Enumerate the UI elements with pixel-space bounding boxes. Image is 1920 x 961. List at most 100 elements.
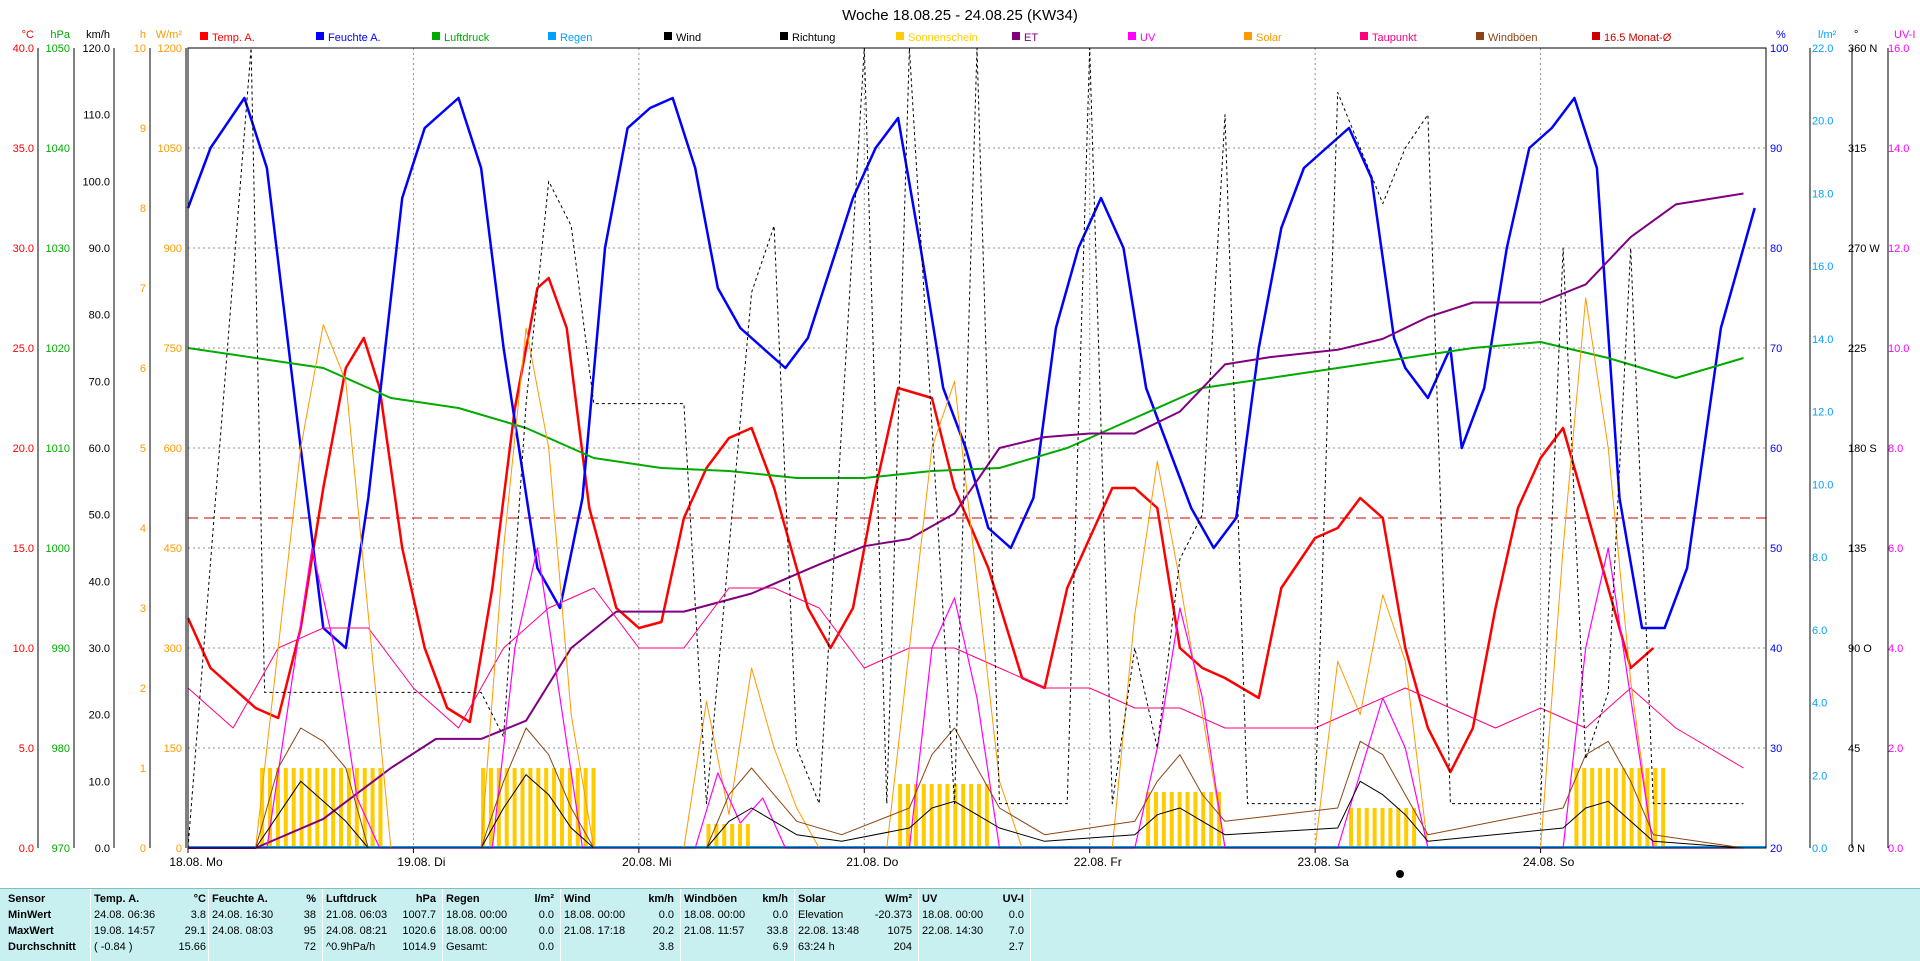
sunshine-bar: [504, 768, 509, 848]
legend-swatch: [1592, 32, 1600, 40]
stats-header-pressure: Luftdruck: [326, 893, 377, 905]
axis-tick-wind: 100.0: [82, 176, 110, 188]
axis-tick-wind: 10.0: [89, 776, 110, 788]
sunshine-bar: [937, 784, 942, 848]
stats-unit-humidity: %: [306, 893, 316, 905]
legend-label: Feuchte A.: [328, 32, 381, 44]
sunshine-bar: [307, 768, 312, 848]
axis-tick-pressure: 980: [52, 743, 70, 755]
axis-tick-rain: 8.0: [1812, 552, 1827, 564]
axis-tick-sunshine: 2: [140, 683, 146, 695]
stats-col-wind: Wind km/h 18.08. 00:00 0.0 21.08. 17:18 20.…: [564, 891, 674, 961]
sunshine-bar: [1161, 792, 1166, 848]
stats-header-wind: Wind: [564, 893, 591, 905]
stats-unit-pressure: hPa: [415, 893, 436, 905]
sunshine-bar: [1574, 768, 1579, 848]
x-tick-label: 23.08. Sa: [1297, 855, 1349, 869]
sunshine-bar: [898, 784, 903, 848]
sunshine-bar: [1177, 792, 1182, 848]
series-line-feuchte-a-: [186, 96, 1756, 650]
axis-tick-temp: 5.0: [19, 743, 34, 755]
legend-label: Richtung: [792, 32, 835, 44]
stats-col-humidity: Feuchte A.% 24.08. 16:30 38 24.08. 08:03 9…: [212, 891, 316, 961]
axis-tick-pressure: 990: [52, 643, 70, 655]
sunshine-bar: [552, 768, 557, 848]
series-line-richtung: [187, 47, 1744, 849]
axis-tick-solar: 300: [164, 643, 182, 655]
uv-avg-value: 2.7: [1008, 941, 1024, 953]
legend-label: Windböen: [1488, 32, 1538, 44]
sunshine-bar: [1169, 792, 1174, 848]
axis-tick-pressure: 1010: [46, 443, 70, 455]
stats-col-labels: Sensor MinWert MaxWert Durchschnitt: [8, 891, 88, 961]
stats-unit-uv: UV-I: [1002, 893, 1024, 905]
axis-tick-wind: 120.0: [82, 43, 110, 55]
axis-tick-temp: 25.0: [13, 343, 34, 355]
temp-max-value: 29.1: [184, 925, 206, 937]
axis-tick-wind: 20.0: [89, 710, 110, 722]
rain-min-time: 18.08. 00:00: [446, 909, 508, 921]
axis-tick-direction: 0 N: [1848, 843, 1865, 855]
sunshine-bar: [961, 784, 966, 848]
sunshine-bar: [1364, 808, 1369, 848]
axis-tick-uv: 14.0: [1888, 143, 1909, 155]
sunshine-bar: [488, 768, 493, 848]
sunshine-bar: [1146, 792, 1151, 848]
temp-avg-value: 15.66: [178, 941, 206, 953]
legend-swatch: [1476, 32, 1484, 40]
axis-tick-sunshine: 5: [140, 443, 146, 455]
sunshine-bar: [921, 784, 926, 848]
uv-min-value: 0.0: [1008, 909, 1024, 921]
legend-label: Wind: [676, 32, 701, 44]
press-min-value: 1007.7: [402, 909, 436, 921]
legend: Temp. A. Feuchte A. Luftdruck Regen Wind Rich…: [200, 32, 1672, 44]
axis-tick-rain: 12.0: [1812, 407, 1833, 419]
wind-max-time: 21.08. 17:18: [564, 925, 626, 937]
sunshine-bar: [722, 824, 727, 848]
sunshine-bar: [1185, 792, 1190, 848]
axis-tick-solar: 450: [164, 543, 182, 555]
sunshine-bar: [1637, 768, 1642, 848]
axis-tick-solar: 1050: [158, 143, 182, 155]
solar-avg-value: 204: [893, 941, 912, 953]
axis-unit-direction: °: [1854, 29, 1858, 41]
sunshine-bar: [575, 768, 580, 848]
axis-tick-pressure: 970: [52, 843, 70, 855]
axis-tick-wind: 50.0: [89, 510, 110, 522]
stats-col-rain: Regen l/m² 18.08. 00:00 0.0 18.08. 00:00 0.…: [446, 891, 554, 961]
x-tick-label: 20.08. Mi: [622, 855, 671, 869]
axis-tick-humidity: 90: [1770, 143, 1782, 155]
series-line-et: [188, 192, 1744, 849]
axis-tick-temp: 15.0: [13, 543, 34, 555]
sunshine-bar: [268, 768, 273, 848]
press-max-time: 24.08. 08:21: [326, 925, 388, 937]
axis-tick-wind: 40.0: [89, 576, 110, 588]
axis-tick-direction: 225: [1848, 343, 1866, 355]
sunshine-bar: [953, 784, 958, 848]
sunshine-bar: [481, 768, 486, 848]
x-tick-label: 21.08. Do: [846, 855, 898, 869]
hum-min-time: 24.08. 16:30: [212, 909, 274, 921]
axis-tick-uv: 0.0: [1888, 843, 1903, 855]
axis-tick-pressure: 1030: [46, 243, 70, 255]
wind-min-time: 18.08. 00:00: [564, 909, 626, 921]
sunshine-bar: [945, 784, 950, 848]
legend-swatch: [548, 32, 556, 40]
axis-unit-uv: UV-I: [1894, 29, 1915, 41]
sunshine-bar: [567, 768, 572, 848]
press-max-value: 1020.6: [402, 925, 436, 937]
legend-label: Regen: [560, 32, 592, 44]
sunshine-bar: [913, 784, 918, 848]
sunshine-bar: [1661, 768, 1666, 848]
stats-unit-gusts: km/h: [762, 893, 788, 905]
x-axis-labels: 18.08. Mo 19.08. Di 20.08. Mi 21.08. Do 22.0…: [169, 848, 1575, 869]
stats-unit-wind: km/h: [648, 893, 674, 905]
sunshine-bar: [362, 768, 367, 848]
x-tick-label: 24.08. So: [1523, 855, 1575, 869]
stats-header-solar: Solar: [798, 893, 826, 905]
gust-avg-value: 6.9: [772, 941, 788, 953]
axis-unit-rain: l/m²: [1818, 29, 1837, 41]
gust-max-value: 33.8: [766, 925, 788, 937]
axis-tick-humidity: 20: [1770, 843, 1782, 855]
axis-tick-rain: 10.0: [1812, 479, 1833, 491]
